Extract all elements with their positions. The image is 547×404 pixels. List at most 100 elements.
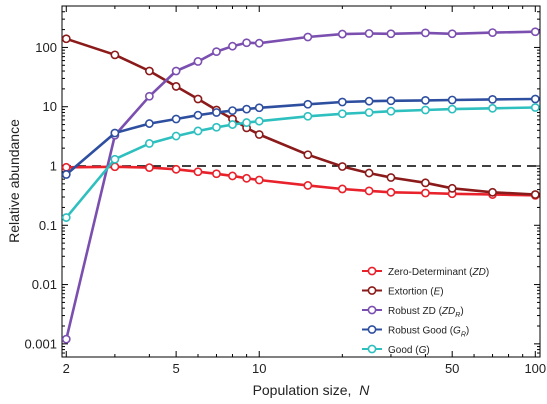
data-point bbox=[254, 130, 264, 139]
data-point bbox=[488, 28, 497, 37]
data-point bbox=[530, 27, 540, 37]
data-point bbox=[530, 94, 540, 104]
data-point bbox=[212, 108, 221, 117]
data-point bbox=[303, 111, 313, 121]
legend-label-close: ) bbox=[426, 345, 429, 356]
data-point bbox=[530, 190, 540, 199]
data-point bbox=[364, 29, 374, 38]
legend-label: Extortion (E) bbox=[388, 287, 444, 298]
data-point bbox=[303, 181, 313, 190]
data-point bbox=[144, 66, 154, 76]
data-point bbox=[61, 334, 71, 344]
data-point bbox=[337, 97, 347, 107]
data-point bbox=[61, 162, 71, 172]
data-point bbox=[171, 131, 181, 141]
data-point bbox=[171, 66, 181, 76]
legend-label: Robust ZD (ZDR) bbox=[388, 306, 464, 319]
data-point bbox=[144, 163, 154, 172]
series-1 bbox=[61, 162, 540, 200]
data-point bbox=[386, 173, 396, 182]
legend-swatch-marker bbox=[367, 325, 377, 334]
data-point bbox=[364, 186, 374, 196]
y-tick-label: 0.1 bbox=[39, 218, 57, 233]
legend-label-close: ) bbox=[440, 287, 443, 298]
data-point bbox=[254, 38, 264, 48]
data-point bbox=[337, 29, 347, 39]
legend-item: Good (G) bbox=[362, 344, 430, 356]
data-point bbox=[193, 94, 203, 104]
data-point bbox=[337, 184, 347, 194]
legend-label-close: ) bbox=[466, 326, 469, 337]
data-point bbox=[254, 175, 264, 185]
data-point bbox=[242, 118, 252, 127]
x-axis-label-text: Population size, bbox=[253, 382, 352, 398]
legend-swatch-marker bbox=[367, 305, 377, 315]
y-tick-label: 1 bbox=[50, 159, 57, 174]
data-point bbox=[254, 116, 264, 126]
data-point bbox=[447, 183, 457, 193]
x-axis-label: Population size, N bbox=[253, 382, 371, 398]
data-point bbox=[171, 114, 181, 124]
legend-item: Zero-Determinant (ZD) bbox=[362, 266, 489, 278]
data-point bbox=[303, 99, 313, 109]
legend-label-symbol: G bbox=[453, 326, 461, 337]
data-point bbox=[212, 122, 221, 132]
data-point bbox=[193, 126, 203, 136]
data-point bbox=[364, 108, 374, 117]
legend-item: Robust Good (GR) bbox=[362, 325, 469, 339]
x-axis-label-variable: N bbox=[359, 382, 370, 398]
data-point bbox=[228, 171, 237, 181]
data-point bbox=[530, 103, 540, 112]
y-tick-label: 0.001 bbox=[24, 336, 57, 351]
data-point bbox=[193, 167, 203, 177]
data-point bbox=[337, 109, 347, 119]
data-point bbox=[61, 170, 71, 179]
series-layer bbox=[61, 27, 540, 344]
data-point bbox=[488, 103, 497, 113]
legend-label-name: Robust Good ( bbox=[388, 326, 454, 337]
x-tick-label: 2 bbox=[63, 361, 70, 376]
data-point bbox=[303, 32, 313, 42]
x-tick-label: 5 bbox=[173, 361, 180, 376]
data-point bbox=[488, 94, 497, 104]
data-point bbox=[212, 169, 221, 179]
data-point bbox=[303, 150, 313, 160]
legend-label-symbol: E bbox=[434, 287, 441, 298]
x-tick-label: 100 bbox=[524, 361, 546, 376]
legend-item: Extortion (E) bbox=[362, 286, 444, 298]
data-point bbox=[242, 104, 252, 114]
legend-label: Robust Good (GR) bbox=[388, 326, 469, 339]
legend-swatch-marker bbox=[367, 286, 377, 295]
legend-label-close: ) bbox=[486, 267, 489, 278]
data-point bbox=[228, 41, 237, 51]
data-point bbox=[386, 187, 396, 197]
legend-label-symbol: G bbox=[419, 345, 427, 356]
data-point bbox=[447, 104, 457, 114]
data-point bbox=[228, 120, 237, 129]
series-2 bbox=[61, 34, 540, 199]
legend-label: Good (G) bbox=[388, 345, 430, 356]
data-point bbox=[144, 139, 154, 148]
data-point bbox=[110, 128, 120, 138]
legend-label-subscript: R bbox=[455, 312, 460, 319]
data-point bbox=[386, 106, 396, 116]
x-tick-label: 10 bbox=[252, 361, 266, 376]
data-point bbox=[364, 96, 374, 106]
data-point bbox=[144, 119, 154, 128]
data-point bbox=[193, 110, 203, 120]
legend-label: Zero-Determinant (ZD) bbox=[388, 267, 489, 278]
y-tick-label: 10 bbox=[43, 99, 57, 114]
data-point bbox=[421, 95, 430, 105]
legend-label-close: ) bbox=[460, 306, 463, 317]
legend-label-name: Good ( bbox=[388, 345, 419, 356]
data-point bbox=[61, 213, 71, 222]
data-point bbox=[110, 50, 120, 60]
data-point bbox=[386, 29, 396, 39]
data-point bbox=[242, 38, 252, 48]
legend-label-symbol: ZD bbox=[471, 267, 485, 278]
data-point bbox=[171, 164, 181, 174]
data-point bbox=[364, 168, 374, 178]
data-point bbox=[421, 188, 430, 198]
y-tick-label: 0.01 bbox=[32, 277, 57, 292]
legend-swatch-marker bbox=[367, 266, 377, 276]
